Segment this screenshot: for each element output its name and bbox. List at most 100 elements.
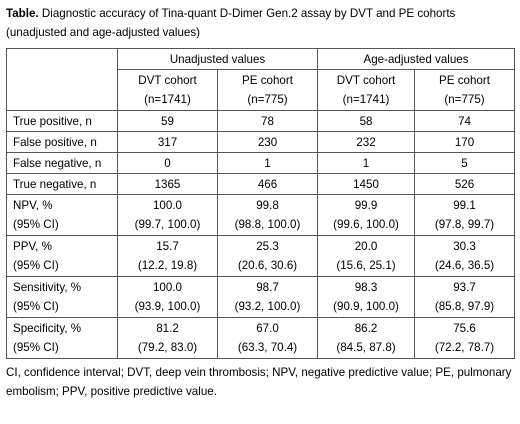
- table-cell: 99.9 (99.6, 100.0): [317, 194, 416, 236]
- metric-value: 20.0: [354, 240, 378, 253]
- metric-ci: (24.6, 36.5): [434, 259, 495, 272]
- metric-ci: (72.2, 78.7): [434, 341, 495, 354]
- table-cell: 1: [317, 152, 416, 174]
- table-cell: 20.0 (15.6, 25.1): [317, 235, 416, 277]
- cohort-name: DVT cohort: [336, 74, 396, 87]
- metric-label: Sensitivity, %: [13, 281, 82, 294]
- table-cell: 99.1 (97.8, 99.7): [414, 194, 516, 236]
- metric-value: 99.1: [453, 199, 476, 212]
- metric-ci: (84.5, 87.8): [336, 341, 396, 354]
- metric-ci: (15.6, 25.1): [336, 259, 396, 272]
- table-footnote: CI, confidence interval; DVT, deep vein …: [6, 366, 512, 398]
- table-row: True negative, n 1365 466 1450 526: [6, 173, 516, 195]
- table-row: NPV, % (95% CI) 100.0 (99.7, 100.0) 99.8 (9…: [6, 194, 516, 236]
- metric-value: 98.7: [256, 281, 279, 294]
- table-cell: 93.7 (85.8, 97.9): [414, 276, 516, 318]
- table-cell: 317: [117, 131, 218, 153]
- metric-sub: (95% CI): [13, 341, 59, 354]
- row-label: Sensitivity, % (95% CI): [6, 276, 118, 318]
- table-cell: 1: [216, 152, 319, 174]
- diagnostic-accuracy-table: Unadjusted values Age-adjusted values DV…: [6, 48, 516, 359]
- cohort-n: (n=775): [247, 93, 288, 106]
- metric-value: 98.3: [354, 281, 378, 294]
- metric-value: 100.0: [152, 281, 182, 294]
- row-label: NPV, % (95% CI): [6, 194, 118, 236]
- cohort-n: (n=1741): [342, 93, 390, 106]
- row-label: False negative, n: [6, 152, 118, 174]
- metric-ci: (20.6, 30.6): [237, 259, 298, 272]
- metric-ci: (99.7, 100.0): [134, 218, 201, 231]
- table-row: False positive, n 317 230 232 170: [6, 131, 516, 153]
- table-cell: 59: [117, 110, 218, 132]
- metric-sub: (95% CI): [13, 218, 59, 231]
- metric-ci: (63.3, 70.4): [237, 341, 298, 354]
- cohort-header: DVT cohort (n=1741): [317, 69, 416, 111]
- metric-value: 81.2: [156, 322, 179, 335]
- metric-value: 99.8: [256, 199, 279, 212]
- row-label: Specificity, % (95% CI): [6, 317, 118, 359]
- cohort-n: (n=1741): [144, 93, 191, 106]
- metric-value: 93.7: [453, 281, 476, 294]
- row-label: True positive, n: [6, 110, 118, 132]
- cohort-name: DVT cohort: [138, 74, 197, 87]
- table-cell: 100.0 (99.7, 100.0): [117, 194, 218, 236]
- caption-label: Table.: [6, 7, 39, 20]
- table-cell: 67.0 (63.3, 70.4): [216, 317, 319, 359]
- cohort-name: PE cohort: [439, 74, 490, 87]
- table-cell: 1450: [317, 173, 416, 195]
- table-cell: 466: [216, 173, 319, 195]
- metric-ci: (98.8, 100.0): [234, 218, 301, 231]
- metric-label: NPV, %: [13, 199, 53, 212]
- metric-value: 86.2: [354, 322, 378, 335]
- group-header-row: Unadjusted values Age-adjusted values: [6, 48, 516, 111]
- table-cell: 86.2 (84.5, 87.8): [317, 317, 416, 359]
- metric-sub: (95% CI): [13, 259, 59, 272]
- table-cell: 30.3 (24.6, 36.5): [414, 235, 516, 277]
- row-label: PPV, % (95% CI): [6, 235, 118, 277]
- metric-value: 67.0: [256, 322, 279, 335]
- metric-ci: (93.9, 100.0): [134, 300, 201, 313]
- table-cell: 81.2 (79.2, 83.0): [117, 317, 218, 359]
- metric-value: 15.7: [156, 240, 179, 253]
- table-cell: 99.8 (98.8, 100.0): [216, 194, 319, 236]
- cohort-name: PE cohort: [242, 74, 293, 87]
- table-cell: 526: [414, 173, 516, 195]
- table-row: False negative, n 0 1 1 5: [6, 152, 516, 174]
- table-cell: 75.6 (72.2, 78.7): [414, 317, 516, 359]
- metric-ci: (79.2, 83.0): [137, 341, 198, 354]
- cohort-n: (n=775): [444, 93, 485, 106]
- metric-sub: (95% CI): [13, 300, 59, 313]
- table-cell: 5: [414, 152, 516, 174]
- group-header-age-adjusted: Age-adjusted values: [317, 48, 516, 70]
- table-row: Specificity, % (95% CI) 81.2 (79.2, 83.0) …: [6, 317, 516, 359]
- metric-ci: (97.8, 99.7): [434, 218, 495, 231]
- metric-ci: (90.9, 100.0): [333, 300, 399, 313]
- metric-value: 25.3: [256, 240, 279, 253]
- metric-label: Specificity, %: [13, 322, 82, 335]
- metric-value: 30.3: [453, 240, 476, 253]
- table-row: Sensitivity, % (95% CI) 100.0 (93.9, 100.0…: [6, 276, 516, 318]
- cohort-header: DVT cohort (n=1741): [117, 69, 218, 111]
- cohort-header-row: DVT cohort (n=1741) PE cohort (n=775) DVT …: [7, 69, 516, 111]
- metric-ci: (93.2, 100.0): [234, 300, 301, 313]
- table-row: PPV, % (95% CI) 15.7 (12.2, 19.8) 25.3 (20.…: [6, 235, 516, 277]
- table-cell: 98.7 (93.2, 100.0): [216, 276, 319, 318]
- table-caption: Table. Diagnostic accuracy of Tina-quant…: [6, 4, 514, 42]
- table-cell: 98.3 (90.9, 100.0): [317, 276, 416, 318]
- table-cell: 230: [216, 131, 319, 153]
- table-cell: 15.7 (12.2, 19.8): [117, 235, 218, 277]
- metric-ci: (12.2, 19.8): [137, 259, 198, 272]
- table-cell: 74: [414, 110, 516, 132]
- row-label: False positive, n: [6, 131, 118, 153]
- metric-value: 99.9: [354, 199, 378, 212]
- table-cell: 25.3 (20.6, 30.6): [216, 235, 319, 277]
- caption-text: Diagnostic accuracy of Tina-quant D-Dime…: [6, 7, 456, 39]
- table-cell: 232: [317, 131, 416, 153]
- table-cell: 1365: [117, 173, 218, 195]
- cohort-header: PE cohort (n=775): [216, 69, 319, 111]
- metric-ci: (99.6, 100.0): [333, 218, 399, 231]
- corner-cell: [6, 48, 118, 111]
- metric-value: 75.6: [453, 322, 476, 335]
- group-header-unadjusted: Unadjusted values: [116, 48, 319, 70]
